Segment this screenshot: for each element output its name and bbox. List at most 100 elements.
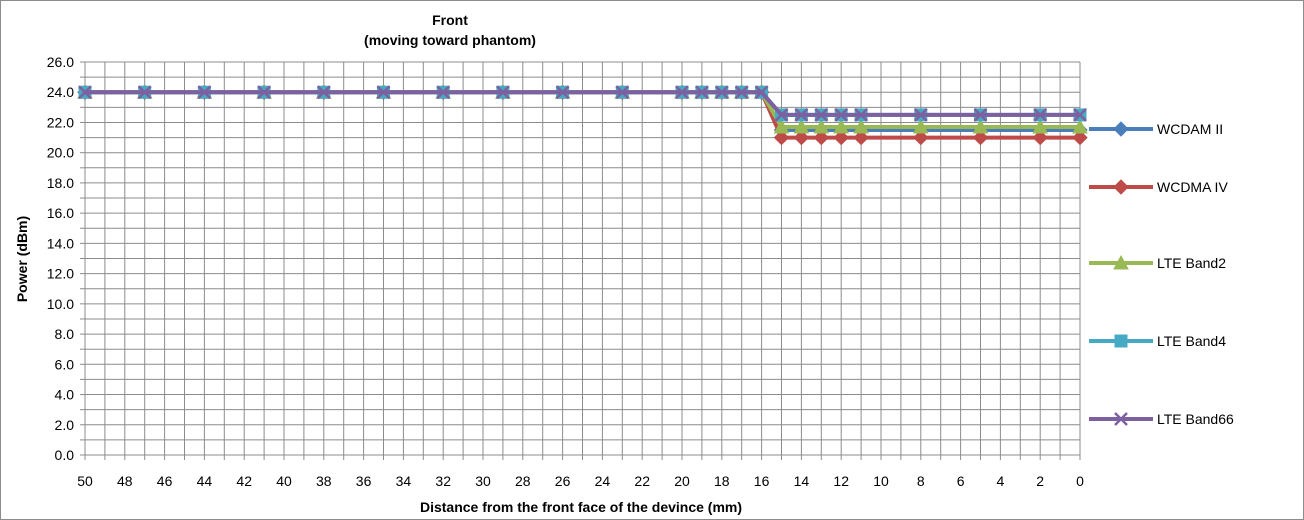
legend-label: WCDMA IV <box>1157 179 1228 195</box>
x-tick-label: 16 <box>754 473 770 489</box>
y-tick-label: 14.0 <box>47 235 74 251</box>
legend-entry: WCDAM II <box>1089 121 1223 137</box>
legend-swatch-marker <box>1114 334 1128 348</box>
y-tick-label: 2.0 <box>55 417 75 433</box>
data-point <box>436 85 451 100</box>
data-point <box>197 85 212 100</box>
data-point <box>833 129 849 146</box>
data-point <box>615 85 630 100</box>
y-tick-label: 10.0 <box>47 296 74 312</box>
chart-title: Front <box>432 12 468 28</box>
x-tick-label: 48 <box>117 473 133 489</box>
data-point <box>913 129 929 146</box>
data-point <box>774 108 789 122</box>
data-point <box>794 108 809 122</box>
data-point <box>1033 108 1048 122</box>
x-tick-label: 30 <box>475 473 491 489</box>
legend-label: WCDAM II <box>1157 121 1223 137</box>
data-point <box>496 85 510 100</box>
y-tick-label: 20.0 <box>47 145 74 161</box>
x-tick-label: 26 <box>555 473 571 489</box>
data-point <box>834 108 849 122</box>
legend-label: LTE Band66 <box>1157 411 1234 427</box>
x-tick-label: 44 <box>197 473 213 489</box>
data-point <box>813 118 830 134</box>
legend-label: LTE Band2 <box>1157 255 1226 271</box>
data-point <box>854 108 868 122</box>
y-tick-label: 8.0 <box>55 326 75 342</box>
y-tick-label: 12.0 <box>47 266 74 282</box>
data-point <box>912 118 929 134</box>
legend-entry: WCDMA IV <box>1089 179 1228 195</box>
x-tick-label: 4 <box>997 473 1005 489</box>
legend-swatch-marker <box>1113 121 1129 137</box>
y-axis-label: Power (dBm) <box>14 216 30 302</box>
data-point <box>833 118 850 134</box>
legend-swatch-marker <box>1114 412 1128 426</box>
x-tick-label: 34 <box>396 473 412 489</box>
data-point <box>793 118 810 134</box>
data-point <box>137 85 152 100</box>
data-point <box>814 108 829 122</box>
x-tick-label: 12 <box>833 473 849 489</box>
legend-label: LTE Band4 <box>1157 333 1226 349</box>
data-point <box>675 85 689 100</box>
data-point <box>1032 118 1049 134</box>
y-tick-label: 18.0 <box>47 175 74 191</box>
grid <box>84 61 1081 456</box>
data-point <box>853 129 869 146</box>
legend-swatch-marker <box>1113 179 1129 195</box>
data-point <box>1072 118 1088 134</box>
data-point <box>972 129 989 146</box>
legend-entry: LTE Band4 <box>1089 333 1226 349</box>
y-tick-label: 4.0 <box>55 387 75 403</box>
x-tick-label: 46 <box>157 473 173 489</box>
x-tick-label: 32 <box>435 473 451 489</box>
x-tick-label: 36 <box>356 473 372 489</box>
data-point <box>695 85 709 100</box>
x-axis-label: Distance from the front face of the devi… <box>420 499 742 515</box>
series-lines <box>77 84 1088 146</box>
legend-entry: LTE Band66 <box>1089 411 1234 427</box>
data-point <box>555 85 570 100</box>
data-point <box>972 118 989 134</box>
data-point <box>257 85 271 100</box>
chart-subtitle: (moving toward phantom) <box>364 32 536 48</box>
x-tick-label: 38 <box>316 473 332 489</box>
legend-swatch-marker <box>1113 254 1129 270</box>
y-tick-label: 6.0 <box>55 356 75 372</box>
x-tick-label: 8 <box>917 473 925 489</box>
x-tick-label: 20 <box>674 473 690 489</box>
x-tick-label: 42 <box>236 473 252 489</box>
y-tick-label: 0.0 <box>55 447 75 463</box>
y-tick-label: 16.0 <box>47 205 74 221</box>
data-point <box>316 85 331 100</box>
data-point <box>973 108 988 122</box>
x-tick-label: 50 <box>77 473 93 489</box>
data-point <box>773 118 790 134</box>
x-tick-label: 18 <box>714 473 730 489</box>
x-tick-label: 14 <box>794 473 810 489</box>
x-tick-label: 22 <box>634 473 650 489</box>
data-point <box>734 85 749 100</box>
y-tick-label: 26.0 <box>47 54 74 70</box>
data-point <box>376 85 391 100</box>
x-tick-label: 6 <box>957 473 965 489</box>
data-point <box>1032 129 1048 146</box>
data-point <box>754 85 769 100</box>
x-tick-label: 0 <box>1076 473 1084 489</box>
series-line <box>85 90 1080 117</box>
x-tick-label: 10 <box>873 473 889 489</box>
data-point <box>1073 108 1087 122</box>
x-tick-label: 24 <box>595 473 611 489</box>
data-point <box>78 85 92 100</box>
data-point <box>1072 129 1088 146</box>
legend-entry: LTE Band2 <box>1089 254 1226 271</box>
x-tick-label: 28 <box>515 473 531 489</box>
data-point <box>773 129 790 146</box>
x-tick-label: 40 <box>276 473 292 489</box>
legend: WCDAM II WCDMA IV LTE Band2 LTE Band4 LTE Ba… <box>1089 121 1234 427</box>
data-point <box>853 118 869 134</box>
